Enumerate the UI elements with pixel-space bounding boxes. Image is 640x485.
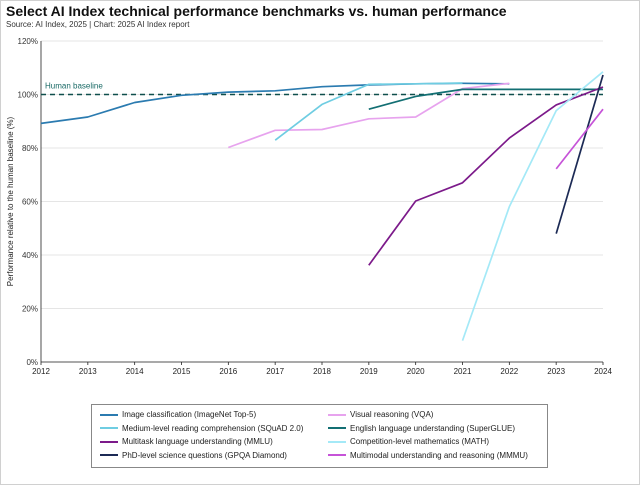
x-tick-label: 2021 bbox=[454, 367, 472, 376]
x-tick-label: 2024 bbox=[594, 367, 612, 376]
series-line-competition-level-mathematics-math bbox=[461, 71, 604, 341]
y-tick-label: 120% bbox=[18, 37, 38, 46]
y-tick-label: 60% bbox=[22, 198, 38, 207]
legend-swatch bbox=[328, 413, 346, 416]
series-line-multitask-language-understanding-mmlu bbox=[368, 86, 604, 266]
legend-item: Multitask language understanding (MMLU) bbox=[100, 437, 273, 446]
legend-label: PhD-level science questions (GPQA Diamon… bbox=[122, 450, 287, 460]
y-tick-label: 80% bbox=[22, 144, 38, 153]
series-line-medium-level-reading-comprehension-squad-2-0 bbox=[274, 82, 463, 141]
y-tick-label: 100% bbox=[18, 91, 38, 100]
legend-swatch bbox=[100, 427, 118, 429]
x-tick-label: 2019 bbox=[360, 367, 378, 376]
legend-item: Visual reasoning (VQA) bbox=[328, 410, 433, 419]
legend-swatch bbox=[328, 454, 346, 456]
legend-item: Image classification (ImageNet Top-5) bbox=[100, 410, 256, 419]
legend-item: Medium-level reading comprehension (SQuA… bbox=[100, 424, 303, 433]
x-tick-label: 2013 bbox=[79, 367, 97, 376]
legend-label: Competition-level mathematics (MATH) bbox=[350, 437, 489, 446]
x-tick-label: 2015 bbox=[173, 367, 191, 376]
x-tick-label: 2012 bbox=[32, 367, 50, 376]
legend-item: Competition-level mathematics (MATH) bbox=[328, 437, 489, 446]
legend-label: English language understanding (SuperGLU… bbox=[350, 423, 515, 433]
legend-label: Image classification (ImageNet Top-5) bbox=[122, 410, 257, 419]
series-line-phd-level-science-questions-gpqa-diamond bbox=[555, 74, 604, 234]
legend-label: Visual reasoning (VQA) bbox=[350, 410, 434, 419]
legend-swatch bbox=[100, 440, 118, 443]
x-tick-label: 2022 bbox=[500, 367, 518, 376]
y-tick-label: 20% bbox=[22, 305, 38, 314]
x-tick-label: 2023 bbox=[547, 367, 565, 376]
legend-item: English language understanding (SuperGLU… bbox=[328, 424, 515, 433]
legend-swatch bbox=[100, 454, 118, 456]
series-line-visual-reasoning-vqa bbox=[228, 82, 510, 149]
series-line-english-language-understanding-superglue bbox=[368, 88, 603, 111]
chart-title: Select AI Index technical performance be… bbox=[6, 3, 507, 19]
legend-item: PhD-level science questions (GPQA Diamon… bbox=[100, 451, 287, 460]
legend-label: Medium-level reading comprehension (SQuA… bbox=[122, 423, 304, 433]
legend-swatch bbox=[100, 413, 118, 416]
legend-swatch bbox=[328, 440, 346, 443]
legend-label: Multitask language understanding (MMLU) bbox=[122, 437, 273, 446]
legend-item: Multimodal understanding and reasoning (… bbox=[328, 451, 528, 460]
y-tick-label: 40% bbox=[22, 251, 38, 260]
x-tick-label: 2018 bbox=[313, 367, 331, 376]
x-tick-label: 2017 bbox=[266, 367, 284, 376]
line-chart: 0% 20% 40% 60% 80% 100% 120% 2012 2013 2014 2015 20… bbox=[6, 37, 612, 376]
chart-subtitle: Source: AI Index, 2025 | Chart: 2025 AI … bbox=[6, 20, 190, 29]
x-tick-label: 2014 bbox=[126, 367, 144, 376]
legend-label: Multimodal understanding and reasoning (… bbox=[350, 450, 528, 460]
series-line-multimodal-understanding-and-reasoning-mmmu bbox=[555, 108, 604, 170]
chart-legend: Image classification (ImageNet Top-5) Vis… bbox=[91, 404, 548, 468]
x-tick-label: 2016 bbox=[219, 367, 237, 376]
x-tick-label: 2020 bbox=[407, 367, 425, 376]
legend-swatch bbox=[328, 427, 346, 429]
y-axis-label: Performance relative to the human baseli… bbox=[6, 116, 15, 286]
human-baseline-label: Human baseline bbox=[45, 82, 103, 91]
y-tick-label: 0% bbox=[26, 358, 38, 367]
